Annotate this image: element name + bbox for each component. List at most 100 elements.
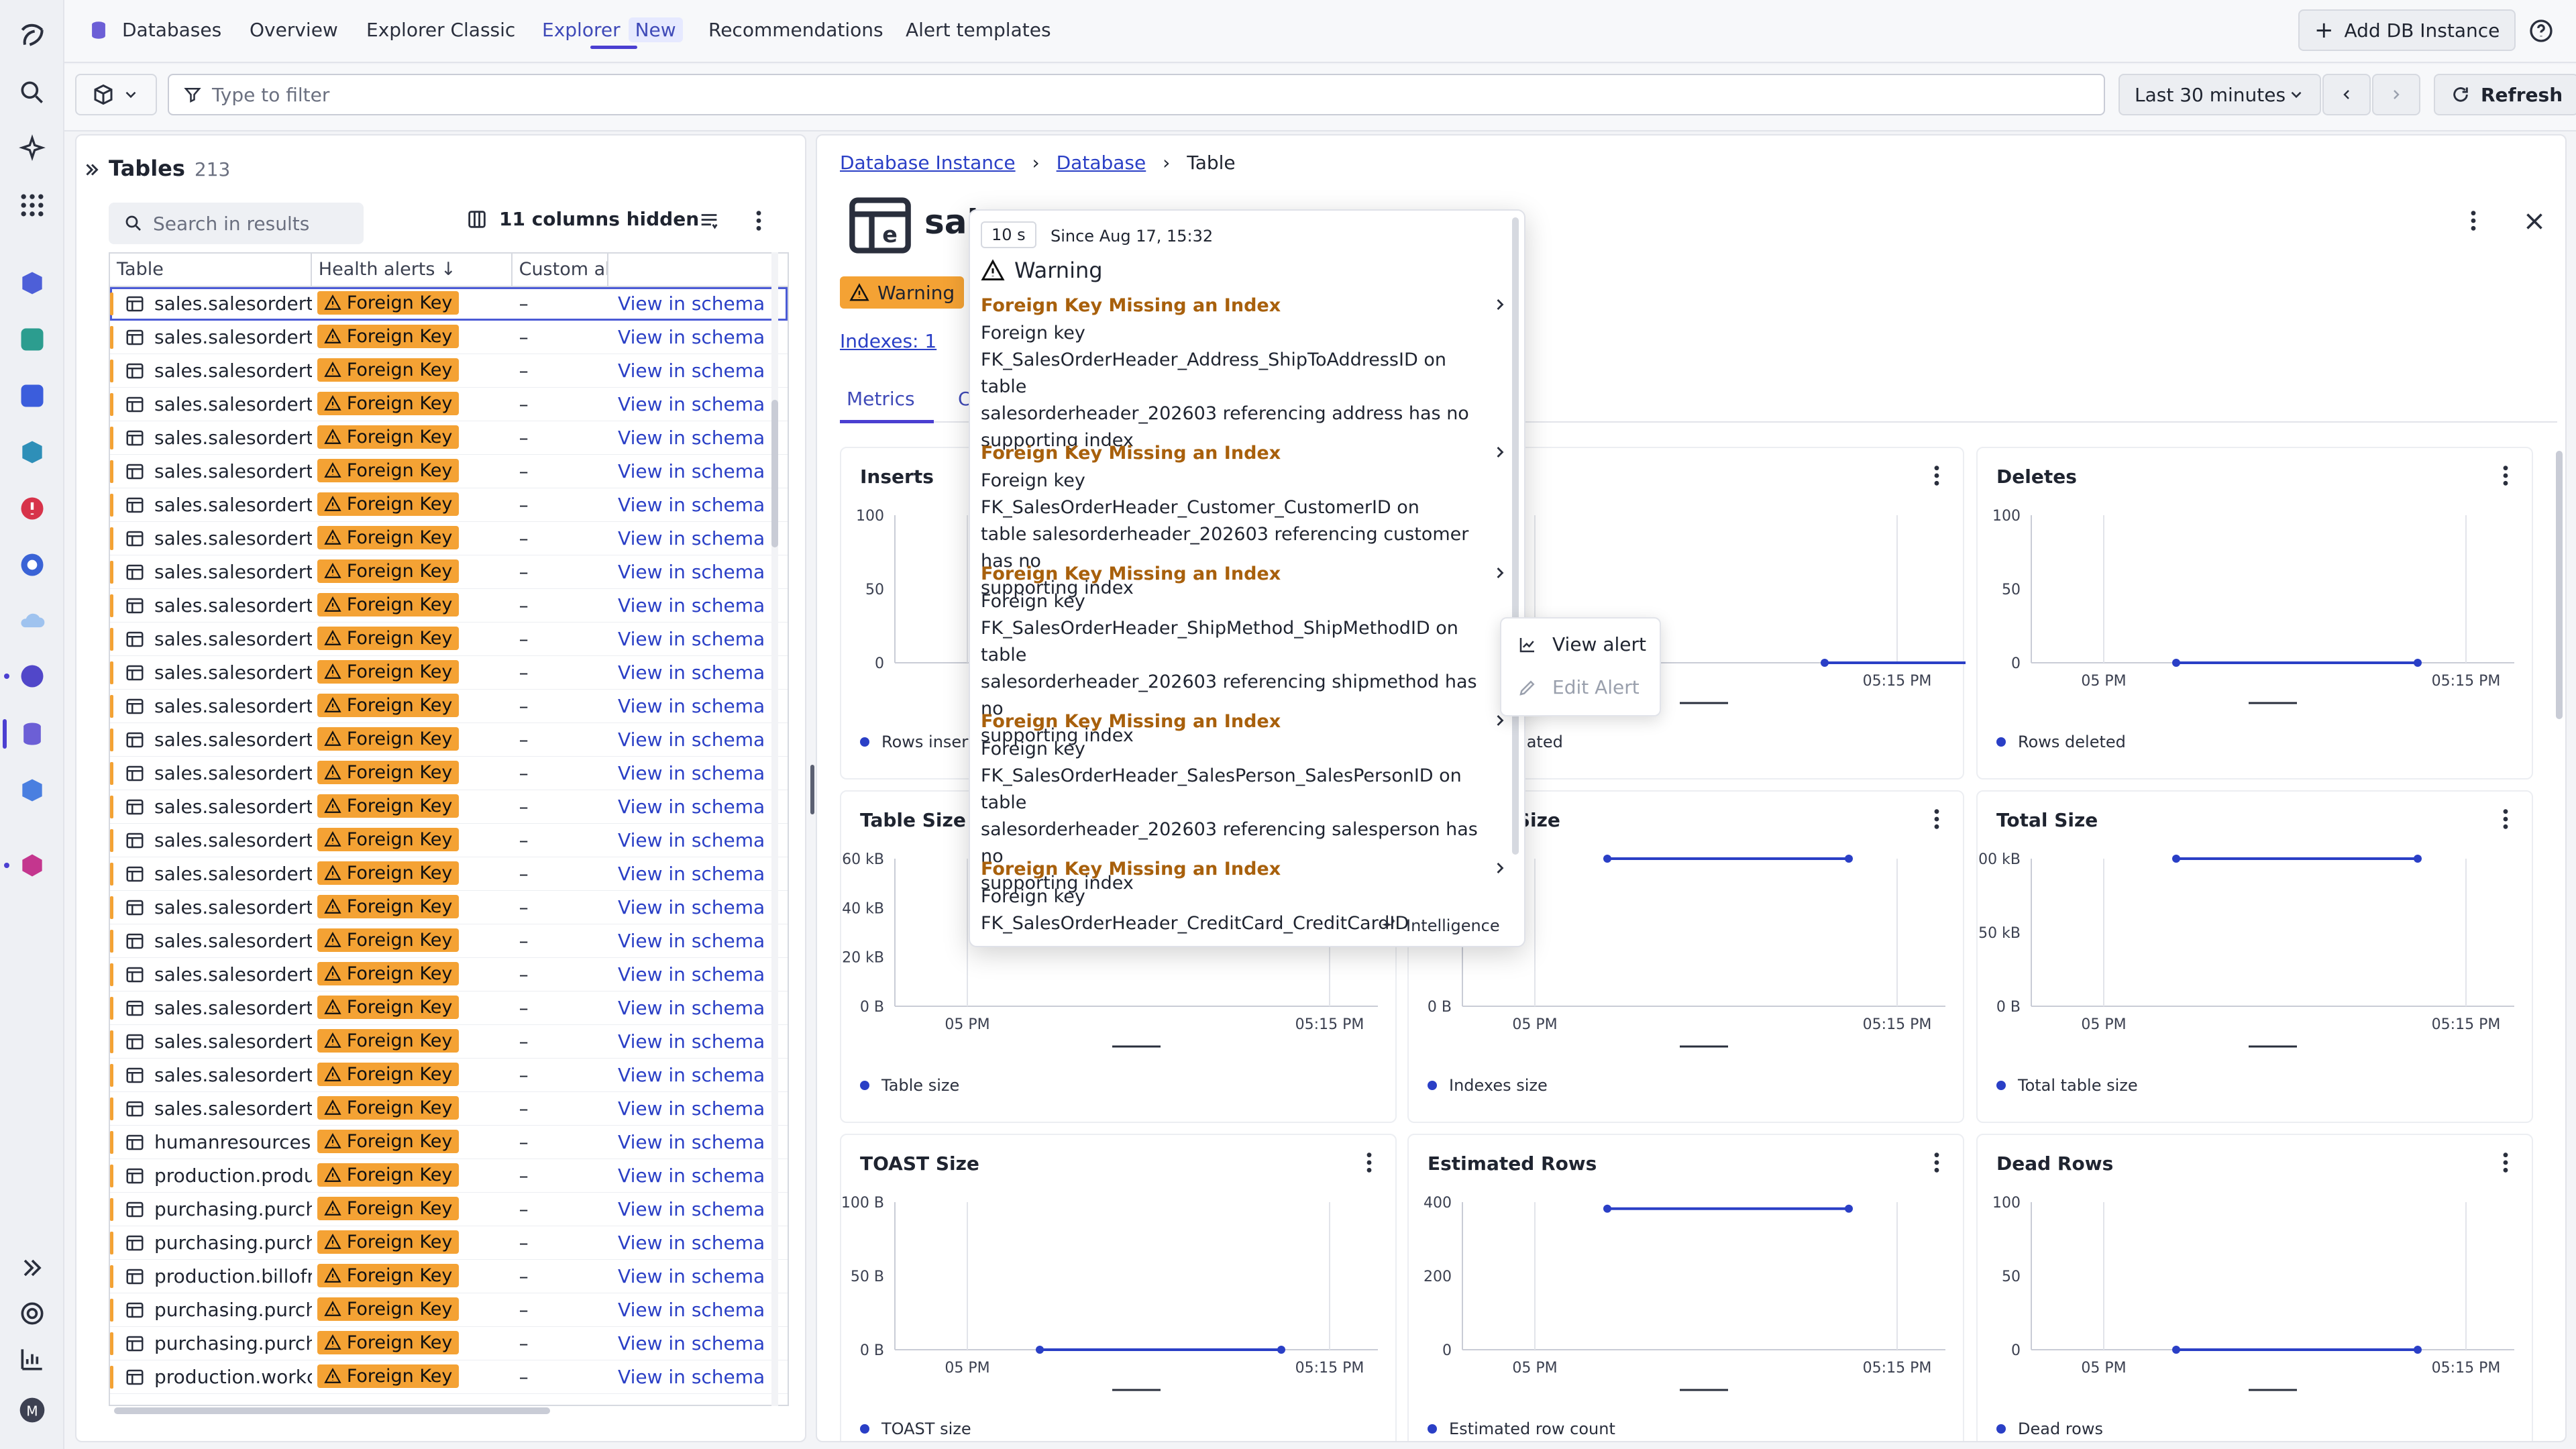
foreign-key-badge[interactable]: Foreign Key xyxy=(317,1062,460,1086)
app-dashboard-icon[interactable] xyxy=(16,380,48,412)
view-in-schema-link[interactable]: View in schema xyxy=(618,829,765,851)
foreign-key-badge[interactable]: Foreign Key xyxy=(317,1230,460,1254)
refresh-button[interactable]: Refresh xyxy=(2434,74,2576,115)
view-in-schema-link[interactable]: View in schema xyxy=(618,1064,765,1086)
table-row[interactable]: purchasing.purch Foreign Key – View in sche… xyxy=(110,1193,788,1226)
timeframe-back-button[interactable] xyxy=(2322,74,2371,115)
alert-item[interactable]: Foreign Key Missing an Index Foreign key … xyxy=(981,859,1504,937)
data-point[interactable] xyxy=(2172,659,2180,667)
table-row[interactable]: purchasing.purch Foreign Key – View in sche… xyxy=(110,1327,788,1360)
table-name-cell[interactable]: sales.salesordert xyxy=(110,661,312,684)
table-row[interactable]: sales.salesordert Foreign Key – View in sch… xyxy=(110,1092,788,1126)
view-in-schema-link[interactable]: View in schema xyxy=(618,1265,765,1287)
card-menu-icon[interactable] xyxy=(1932,464,1945,491)
view-in-schema-link[interactable]: View in schema xyxy=(618,796,765,818)
table-row[interactable]: sales.salesordert Foreign Key – View in sch… xyxy=(110,455,788,488)
foreign-key-badge[interactable]: Foreign Key xyxy=(317,894,460,918)
card-menu-icon[interactable] xyxy=(1364,1151,1378,1178)
table-row[interactable]: sales.salesordert Foreign Key – View in sch… xyxy=(110,991,788,1025)
view-in-schema-link[interactable]: View in schema xyxy=(618,1165,765,1187)
table-name-cell[interactable]: production.billofr xyxy=(110,1265,312,1287)
table-row[interactable]: sales.salesordert Foreign Key – View in sch… xyxy=(110,321,788,354)
foreign-key-badge[interactable]: Foreign Key xyxy=(317,1364,460,1388)
data-point[interactable] xyxy=(2414,659,2422,667)
table-row[interactable]: sales.salesordert Foreign Key – View in sch… xyxy=(110,354,788,388)
table-row[interactable]: sales.salesordert Foreign Key – View in sch… xyxy=(110,421,788,455)
column-header-health-alerts[interactable]: Health alerts ↓ xyxy=(312,254,513,286)
foreign-key-badge[interactable]: Foreign Key xyxy=(317,358,460,382)
view-in-schema-link[interactable]: View in schema xyxy=(618,930,765,952)
card-menu-icon[interactable] xyxy=(1932,808,1945,835)
columns-icon[interactable] xyxy=(466,208,488,231)
column-header-table[interactable]: Table xyxy=(110,254,312,286)
data-point[interactable] xyxy=(1036,1346,1044,1354)
table-row[interactable]: sales.salesordert Foreign Key – View in sch… xyxy=(110,656,788,690)
table-name-cell[interactable]: sales.salesordert xyxy=(110,427,312,449)
data-point[interactable] xyxy=(1277,1346,1285,1354)
card-menu-icon[interactable] xyxy=(1932,1151,1945,1178)
foreign-key-badge[interactable]: Foreign Key xyxy=(317,1028,460,1053)
foreign-key-badge[interactable]: Foreign Key xyxy=(317,1263,460,1287)
table-row[interactable]: sales.salesordert Foreign Key – View in sch… xyxy=(110,757,788,790)
tab-recommendations[interactable]: Recommendations xyxy=(708,19,883,41)
row-density-icon[interactable] xyxy=(698,209,720,232)
alert-item[interactable]: Foreign Key Missing an Index Foreign key … xyxy=(981,443,1504,602)
foreign-key-badge[interactable]: Foreign Key xyxy=(317,1163,460,1187)
table-name-cell[interactable]: sales.salesordert xyxy=(110,863,312,885)
table-name-cell[interactable]: sales.salesordert xyxy=(110,997,312,1019)
view-in-schema-link[interactable]: View in schema xyxy=(618,997,765,1019)
foreign-key-badge[interactable]: Foreign Key xyxy=(317,525,460,549)
table-name-cell[interactable]: purchasing.purch xyxy=(110,1332,312,1354)
indexes-link[interactable]: Indexes: 1 xyxy=(840,330,937,352)
view-in-schema-link[interactable]: View in schema xyxy=(618,963,765,985)
close-icon[interactable] xyxy=(2522,209,2546,233)
table-row[interactable]: sales.salesordert Foreign Key – View in sch… xyxy=(110,522,788,555)
view-in-schema-link[interactable]: View in schema xyxy=(618,326,765,348)
view-in-schema-link[interactable]: View in schema xyxy=(618,863,765,885)
table-name-cell[interactable]: sales.salesordert xyxy=(110,1097,312,1120)
app-hexagon-icon[interactable] xyxy=(16,849,48,881)
table-name-cell[interactable]: sales.salesordert xyxy=(110,360,312,382)
table-name-cell[interactable]: sales.salesordert xyxy=(110,460,312,482)
table-name-cell[interactable]: sales.salesordert xyxy=(110,594,312,616)
data-point[interactable] xyxy=(1845,1204,1853,1213)
table-name-cell[interactable]: sales.salesordert xyxy=(110,762,312,784)
foreign-key-badge[interactable]: Foreign Key xyxy=(317,1297,460,1321)
table-name-cell[interactable]: sales.salesordert xyxy=(110,628,312,650)
tab-explorer[interactable]: Explorer New xyxy=(542,17,683,42)
foreign-key-badge[interactable]: Foreign Key xyxy=(317,324,460,348)
table-row[interactable]: sales.salesordert Foreign Key – View in sch… xyxy=(110,623,788,656)
foreign-key-badge[interactable]: Foreign Key xyxy=(317,1330,460,1354)
table-row[interactable]: sales.salesordert Foreign Key – View in sch… xyxy=(110,1025,788,1059)
popover-scrollbar-thumb[interactable] xyxy=(1512,217,1519,855)
alert-item[interactable]: Foreign Key Missing an Index Foreign key F… xyxy=(981,564,1504,749)
view-in-schema-link[interactable]: View in schema xyxy=(618,762,765,784)
add-db-instance-button[interactable]: + Add DB Instance xyxy=(2298,9,2516,51)
table-row[interactable]: sales.salesordert Foreign Key – View in sch… xyxy=(110,958,788,991)
table-row[interactable]: sales.salesordert Foreign Key – View in sch… xyxy=(110,891,788,924)
foreign-key-badge[interactable]: Foreign Key xyxy=(317,861,460,885)
breadcrumb-database[interactable]: Database xyxy=(1056,152,1146,174)
tab-metrics[interactable]: Metrics xyxy=(847,388,915,410)
panel-resize-handle[interactable] xyxy=(810,765,814,814)
table-name-cell[interactable]: humanresources xyxy=(110,1131,312,1153)
entity-type-dropdown[interactable] xyxy=(75,74,157,115)
table-row[interactable]: sales.salesordert Foreign Key – View in sch… xyxy=(110,287,788,321)
view-in-schema-link[interactable]: View in schema xyxy=(618,628,765,650)
table-row[interactable]: production.workc Foreign Key – View in sche… xyxy=(110,1360,788,1394)
foreign-key-badge[interactable]: Foreign Key xyxy=(317,559,460,583)
table-menu-icon[interactable] xyxy=(754,209,767,232)
table-name-cell[interactable]: sales.salesordert xyxy=(110,930,312,952)
view-alert-menu-item[interactable]: View alert xyxy=(1517,633,1646,655)
view-in-schema-link[interactable]: View in schema xyxy=(618,1332,765,1354)
table-row[interactable]: production.produ Foreign Key – View in sche… xyxy=(110,1159,788,1193)
foreign-key-badge[interactable]: Foreign Key xyxy=(317,626,460,650)
table-name-cell[interactable]: sales.salesordert xyxy=(110,963,312,985)
data-point[interactable] xyxy=(2414,855,2422,863)
table-name-cell[interactable]: sales.salesordert xyxy=(110,695,312,717)
data-point[interactable] xyxy=(2414,1346,2422,1354)
view-in-schema-link[interactable]: View in schema xyxy=(618,494,765,516)
foreign-key-badge[interactable]: Foreign Key xyxy=(317,1196,460,1220)
app-problems-icon[interactable] xyxy=(16,492,48,525)
table-row[interactable]: production.billofr Foreign Key – View in sc… xyxy=(110,1260,788,1293)
